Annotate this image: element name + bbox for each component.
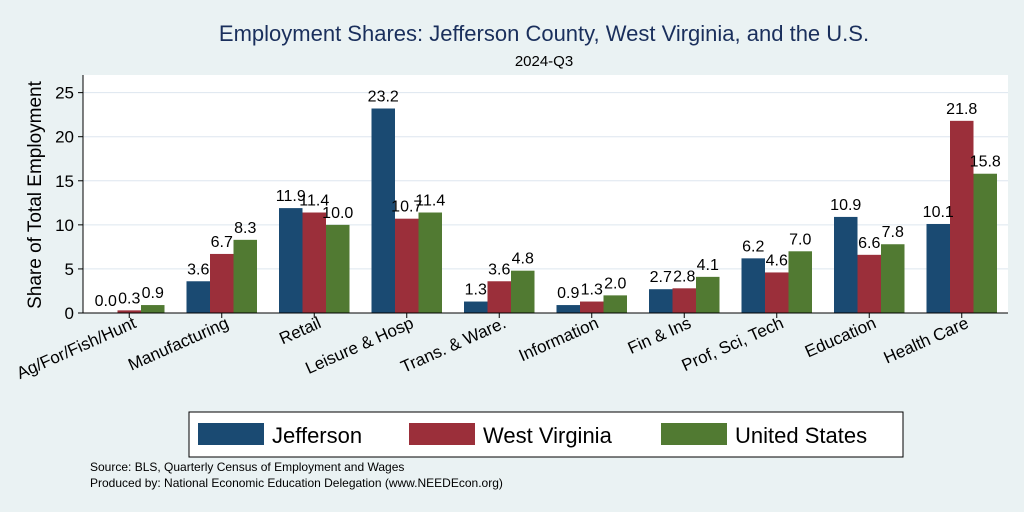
y-tick-label-0: 0 xyxy=(65,304,74,323)
value-label-jefferson-fin-ins: 2.7 xyxy=(650,269,672,286)
legend-label-united-states: United States xyxy=(735,423,867,448)
bar-jefferson-retail xyxy=(279,208,303,313)
y-tick-label-15: 15 xyxy=(55,172,74,191)
value-label-west-virginia-education: 6.6 xyxy=(858,235,880,252)
bar-jefferson-health-care xyxy=(926,223,950,313)
bar-west-virginia-leisure-hosp xyxy=(395,218,419,313)
legend-swatch-west-virginia xyxy=(409,423,475,445)
bar-west-virginia-prof-sci-tech xyxy=(765,272,789,313)
value-label-jefferson-trans-ware: 1.3 xyxy=(465,282,487,299)
value-label-united-states-education: 7.8 xyxy=(882,224,904,241)
bar-jefferson-leisure-hosp xyxy=(371,108,395,313)
value-label-west-virginia-leisure-hosp: 10.7 xyxy=(391,199,422,216)
value-label-west-virginia-health-care: 21.8 xyxy=(946,101,977,118)
value-label-jefferson-manufacturing: 3.6 xyxy=(187,261,209,278)
x-tick-label-trans-ware: Trans. & Ware. xyxy=(398,313,509,376)
value-label-jefferson-retail: 11.9 xyxy=(276,188,306,205)
x-tick-label-health-care: Health Care xyxy=(881,313,972,367)
bar-west-virginia-education xyxy=(857,254,881,313)
bar-jefferson-trans-ware xyxy=(464,301,488,313)
value-label-united-states-leisure-hosp: 11.4 xyxy=(415,193,445,210)
value-label-jefferson-health-care: 10.1 xyxy=(923,204,954,221)
bar-jefferson-prof-sci-tech xyxy=(741,258,765,313)
x-tick-label-retail: Retail xyxy=(276,313,323,348)
x-tick-label-education: Education xyxy=(802,313,879,361)
bar-west-virginia-fin-ins xyxy=(672,288,696,313)
value-label-jefferson-information: 0.9 xyxy=(557,285,579,302)
produced-by-note: Produced by: National Economic Education… xyxy=(90,476,503,490)
bar-united-states-health-care xyxy=(973,173,997,313)
bar-jefferson-fin-ins xyxy=(649,289,673,313)
value-label-united-states-health-care: 15.8 xyxy=(970,154,1001,171)
x-tick-label-prof-sci-tech: Prof, Sci, Tech xyxy=(679,313,787,375)
value-label-jefferson-ag-for-fish-hunt: 0.0 xyxy=(95,293,117,310)
y-tick-label-5: 5 xyxy=(65,260,74,279)
value-label-united-states-information: 2.0 xyxy=(604,275,626,292)
x-tick-label-ag-for-fish-hunt: Ag/For/Fish/Hunt xyxy=(14,313,139,383)
legend-swatch-united-states xyxy=(661,423,727,445)
y-axis: 0 5 10 15 20 25 xyxy=(55,75,84,323)
value-label-united-states-manufacturing: 8.3 xyxy=(234,220,256,237)
bars xyxy=(117,108,997,313)
value-label-west-virginia-manufacturing: 6.7 xyxy=(211,234,233,251)
x-tick-label-manufacturing: Manufacturing xyxy=(125,313,231,374)
bar-west-virginia-trans-ware xyxy=(487,281,511,313)
value-label-united-states-prof-sci-tech: 7.0 xyxy=(789,231,811,248)
bar-united-states-ag-for-fish-hunt xyxy=(141,305,165,313)
legend-label-jefferson: Jefferson xyxy=(272,423,362,448)
value-label-united-states-trans-ware: 4.8 xyxy=(512,251,534,268)
bar-jefferson-education xyxy=(834,216,858,313)
bar-jefferson-manufacturing xyxy=(186,281,210,313)
bar-united-states-fin-ins xyxy=(696,276,720,313)
value-label-jefferson-education: 10.9 xyxy=(830,197,861,214)
bar-united-states-prof-sci-tech xyxy=(788,251,812,313)
value-label-united-states-retail: 10.0 xyxy=(322,205,353,222)
bar-united-states-information xyxy=(603,295,627,313)
bar-west-virginia-retail xyxy=(302,212,326,313)
x-tick-label-information: Information xyxy=(516,313,601,365)
y-tick-label-20: 20 xyxy=(55,128,74,147)
value-label-united-states-fin-ins: 4.1 xyxy=(697,257,719,274)
value-label-west-virginia-ag-for-fish-hunt: 0.3 xyxy=(118,290,140,307)
legend-box xyxy=(188,411,904,458)
bar-west-virginia-manufacturing xyxy=(210,253,234,313)
value-label-united-states-ag-for-fish-hunt: 0.9 xyxy=(142,285,164,302)
chart-title: Employment Shares: Jefferson County, Wes… xyxy=(219,21,869,46)
bar-west-virginia-information xyxy=(580,301,604,313)
value-labels: 0.0 0.3 0.93.66.78.311.911.410.023.210.711… xyxy=(95,88,1001,310)
value-label-west-virginia-retail: 11.4 xyxy=(299,193,329,210)
value-label-west-virginia-fin-ins: 2.8 xyxy=(673,268,695,285)
bar-united-states-trans-ware xyxy=(511,270,535,313)
bar-united-states-retail xyxy=(326,224,350,313)
value-label-jefferson-leisure-hosp: 23.2 xyxy=(368,88,399,105)
bar-united-states-manufacturing xyxy=(233,239,257,313)
chart-subtitle: 2024-Q3 xyxy=(515,53,573,70)
y-axis-title: Share of Total Employment xyxy=(25,80,46,308)
legend-label-west-virginia: West Virginia xyxy=(483,423,613,448)
legend-swatch-jefferson xyxy=(198,423,264,445)
bar-west-virginia-ag-for-fish-hunt xyxy=(117,310,141,313)
value-label-west-virginia-information: 1.3 xyxy=(581,282,603,299)
y-tick-label-10: 10 xyxy=(55,216,74,235)
bar-jefferson-information xyxy=(556,305,580,313)
source-note: Source: BLS, Quarterly Census of Employm… xyxy=(90,460,404,474)
value-label-jefferson-prof-sci-tech: 6.2 xyxy=(742,238,764,255)
y-tick-label-25: 25 xyxy=(55,84,74,103)
x-tick-label-fin-ins: Fin & Ins xyxy=(625,313,694,358)
legend: Jefferson West Virginia United States xyxy=(188,411,904,458)
bar-united-states-leisure-hosp xyxy=(418,212,442,313)
bar-west-virginia-health-care xyxy=(950,120,974,313)
value-label-west-virginia-prof-sci-tech: 4.6 xyxy=(766,252,788,269)
bar-united-states-education xyxy=(881,244,905,313)
value-label-west-virginia-trans-ware: 3.6 xyxy=(488,261,510,278)
